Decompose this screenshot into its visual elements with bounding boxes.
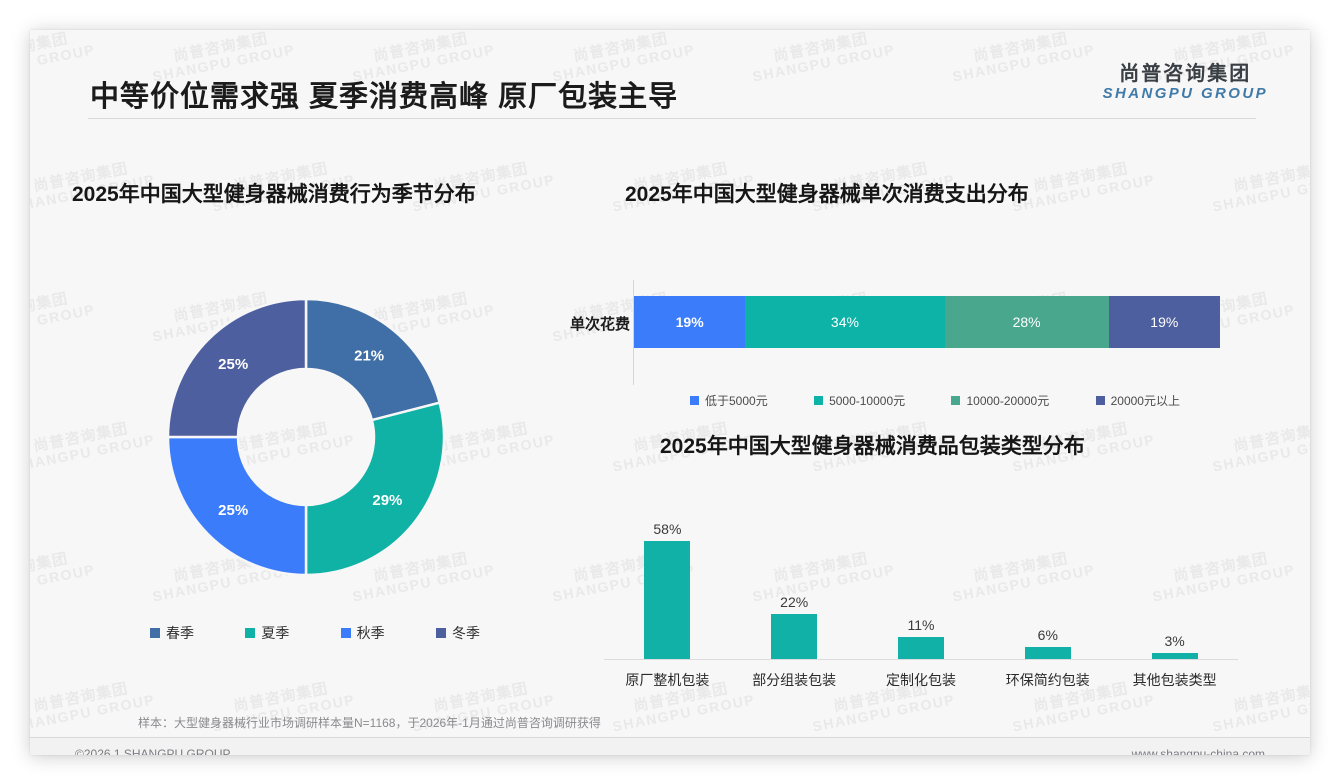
stacked-bar-segment[interactable]: 19%	[634, 296, 746, 348]
bar-value-label: 58%	[653, 521, 682, 538]
donut-chart-legend: 春季 夏季 秋季 冬季	[150, 623, 480, 643]
bar-column[interactable]: 58%	[604, 509, 731, 659]
stacked-bar-track: 19% 34% 28% 19%	[634, 296, 1220, 348]
bar-category-labels: 原厂整机包装 部分组装包装 定制化包装 环保简约包装 其他包装类型	[604, 670, 1238, 690]
stacked-bar-axis-line	[633, 280, 634, 385]
bar-rectangle[interactable]	[771, 614, 818, 659]
bar-chart-axis-line	[604, 659, 1238, 660]
legend-item[interactable]: 低于5000元	[690, 392, 768, 409]
bar-chart-title: 2025年中国大型健身器械消费品包装类型分布	[660, 435, 1085, 458]
donut-svg: 21% 29% 25% 25%	[166, 297, 446, 577]
legend-swatch	[150, 628, 160, 638]
bar-category-label: 部分组装包装	[752, 672, 837, 688]
page-title: 中等价位需求强 夏季消费高峰 原厂包装主导	[90, 81, 679, 113]
brand-logo: 尚普咨询集团 SHANGPU GROUP	[1103, 63, 1268, 103]
donut-slice[interactable]	[166, 435, 308, 577]
bar-rectangle[interactable]	[1151, 652, 1198, 659]
logo-chinese-text: 尚普咨询集团	[1119, 63, 1252, 85]
header-divider	[88, 118, 1256, 119]
bar-category-label: 原厂整机包装	[625, 672, 710, 688]
bar-column[interactable]: 3%	[1111, 509, 1238, 659]
bar-category-label: 环保简约包装	[1005, 672, 1090, 688]
slide-canvas: 尚普咨询集团 SHANGPU GROUP 尚普咨询集团 SHANGPU GROUP 尚普…	[30, 30, 1310, 755]
donut-slice[interactable]	[166, 297, 308, 439]
donut-slice[interactable]	[304, 297, 442, 422]
footer-divider	[30, 737, 1310, 738]
legend-swatch	[340, 628, 351, 638]
bar-column[interactable]: 22%	[731, 509, 858, 659]
stacked-bar-segment[interactable]: 34%	[745, 296, 945, 348]
legend-label: 春季	[166, 625, 194, 641]
legend-label: 秋季	[356, 625, 385, 641]
legend-label: 低于5000元	[705, 394, 768, 408]
legend-label: 5000-10000元	[829, 394, 906, 408]
bar-value-label: 11%	[907, 616, 935, 633]
legend-item[interactable]: 冬季	[435, 623, 480, 643]
legend-swatch	[435, 628, 446, 638]
bar-value-label: 6%	[1037, 626, 1058, 643]
donut-slice-label: 29%	[372, 492, 402, 509]
bar-column[interactable]: 11%	[858, 509, 985, 659]
sample-note: 样本：大型健身器械行业市场调研样本量N=1168，于2026年-1月通过尚普咨询…	[138, 716, 601, 730]
website-link[interactable]: www.shangpu-china.com	[1131, 747, 1265, 755]
packaging-type-bar-chart: 58% 22% 11% 6% 3% 原厂整机包装 部分组装包装 定制化包装 环保简约包装 其他包…	[590, 508, 1250, 698]
legend-label: 20000元以上	[1110, 394, 1180, 408]
legend-swatch	[245, 628, 256, 638]
copyright-text: ©2026.1 SHANGPU GROUP	[75, 747, 231, 755]
logo-english-text: SHANGPU GROUP	[1102, 85, 1268, 102]
stacked-bar-category-label: 单次花费	[569, 316, 630, 333]
legend-item[interactable]: 20000元以上	[1095, 392, 1180, 409]
legend-label: 10000-20000元	[966, 394, 1050, 408]
bar-category-label: 其他包装类型	[1132, 672, 1217, 688]
bar-rectangle[interactable]	[897, 636, 944, 659]
legend-item[interactable]: 夏季	[245, 623, 289, 643]
single-spend-stacked-bar: 单次花费 19% 34% 28% 19%	[520, 280, 1240, 390]
donut-slice[interactable]	[304, 401, 446, 577]
bar-category-label: 定制化包装	[885, 672, 956, 688]
legend-swatch	[951, 396, 961, 405]
legend-swatch	[814, 396, 824, 405]
slide-header: 中等价位需求强 夏季消费高峰 原厂包装主导 尚普咨询集团 SHANGPU GRO…	[30, 30, 1310, 120]
bar-rectangle[interactable]	[644, 541, 691, 659]
donut-slice-label: 25%	[218, 502, 248, 519]
stacked-bar-chart-title: 2025年中国大型健身器械单次消费支出分布	[625, 183, 1029, 206]
stacked-bar-legend: 低于5000元 5000-10000元 10000-20000元 20000元以上	[690, 392, 1180, 409]
bar-rectangle[interactable]	[1024, 646, 1071, 659]
bar-value-label: 3%	[1164, 632, 1185, 649]
legend-item[interactable]: 秋季	[340, 623, 385, 643]
legend-label: 冬季	[451, 625, 480, 641]
legend-item[interactable]: 10000-20000元	[951, 392, 1049, 409]
footer-bar	[30, 738, 1310, 755]
donut-slice-label: 25%	[218, 356, 248, 373]
stacked-bar-segment[interactable]: 28%	[944, 296, 1109, 348]
bar-value-label: 22%	[780, 594, 809, 611]
donut-chart-title: 2025年中国大型健身器械消费行为季节分布	[72, 183, 476, 206]
bar-column[interactable]: 6%	[984, 509, 1111, 659]
legend-swatch	[690, 396, 699, 405]
stacked-bar-segment[interactable]: 19%	[1108, 296, 1220, 348]
legend-item[interactable]: 5000-10000元	[814, 392, 905, 409]
legend-swatch	[1095, 396, 1105, 405]
legend-item[interactable]: 春季	[150, 623, 194, 643]
bar-columns-container: 58% 22% 11% 6% 3%	[604, 509, 1238, 659]
legend-label: 夏季	[261, 625, 290, 641]
donut-slice-label: 21%	[354, 348, 384, 365]
season-donut-chart: 21% 29% 25% 25%	[140, 285, 490, 595]
